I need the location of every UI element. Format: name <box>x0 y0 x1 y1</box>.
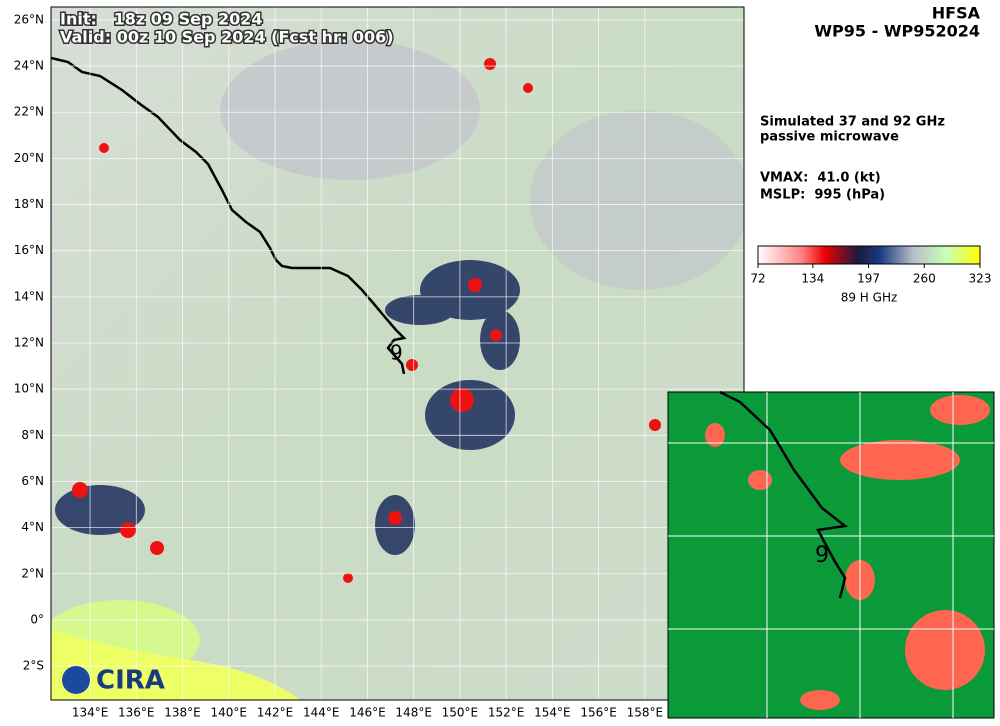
colorbar <box>757 245 981 265</box>
convection <box>55 260 520 555</box>
storm-id: WP95 - WP952024 <box>814 22 980 41</box>
inset: 9 <box>667 390 995 719</box>
lon-label: 152°E <box>488 706 525 720</box>
lat-label: 26°N <box>14 12 44 26</box>
lon-label: 142°E <box>257 706 294 720</box>
lon-label: 150°E <box>442 706 479 720</box>
vmax: VMAX: 41.0 (kt) <box>760 171 881 186</box>
init-time: Init: 18z 09 Sep 2024 <box>60 10 263 29</box>
colorbar-label: 89 H GHz <box>841 291 898 305</box>
deep-convection <box>72 58 661 583</box>
lat-label: 12°N <box>14 336 44 350</box>
lat-label: 16°N <box>14 243 44 257</box>
land <box>51 630 300 700</box>
graticule <box>51 7 744 700</box>
lon-label: 154°E <box>534 706 571 720</box>
cloud <box>220 40 480 180</box>
lat-label: 14°N <box>14 289 44 303</box>
map-frame <box>50 6 745 701</box>
storm-track <box>51 56 407 375</box>
lat-label: 0° <box>30 612 44 626</box>
lat-label: 6°N <box>21 474 44 488</box>
colorbar-ticks: 72 134 197 260 323 <box>750 264 991 286</box>
colorbar-tick-label: 72 <box>750 272 765 286</box>
lat-label: 4°N <box>21 520 44 534</box>
lat-label: 2°S <box>23 659 44 673</box>
lat-label: 18°N <box>14 197 44 211</box>
inset-convection <box>705 395 990 710</box>
lon-label: 138°E <box>164 706 201 720</box>
model-name: HFSA <box>932 4 981 23</box>
colorbar-tick-label: 260 <box>913 272 936 286</box>
lat-label: 22°N <box>14 105 44 119</box>
lon-label: 136°E <box>118 706 155 720</box>
colorbar-tick-label: 197 <box>857 272 880 286</box>
product-line: passive microwave <box>760 130 899 145</box>
valid-time: Valid: 00z 10 Sep 2024 (Fcst hr: 006) <box>60 28 394 47</box>
lon-label: 156°E <box>580 706 617 720</box>
lat-label: 20°N <box>14 151 44 165</box>
lon-label: 148°E <box>395 706 432 720</box>
inset-storm-symbol: 9 <box>815 543 829 568</box>
product-line: Simulated 37 and 92 GHz <box>760 115 945 130</box>
cloud <box>530 110 744 290</box>
lat-label: 10°N <box>14 382 44 396</box>
inset-track <box>719 390 849 599</box>
inset-grid <box>668 392 994 718</box>
lon-label: 144°E <box>303 706 340 720</box>
mslp: MSLP: 995 (hPa) <box>760 188 885 203</box>
logo: CIRA <box>96 666 165 696</box>
colorbar-tick-label: 134 <box>801 272 824 286</box>
map: 9 <box>51 7 744 700</box>
lat-label: 8°N <box>21 428 44 442</box>
noaa-logo <box>62 666 90 694</box>
colorbar-tick-label: 323 <box>969 272 992 286</box>
storm-symbol: 9 <box>390 341 403 365</box>
lat-label: 24°N <box>14 59 44 73</box>
lon-label: 158°E <box>627 706 664 720</box>
lon-label: 140°E <box>211 706 248 720</box>
lat-label: 2°N <box>21 566 44 580</box>
lon-label: 146°E <box>349 706 386 720</box>
lon-label: 134°E <box>72 706 109 720</box>
